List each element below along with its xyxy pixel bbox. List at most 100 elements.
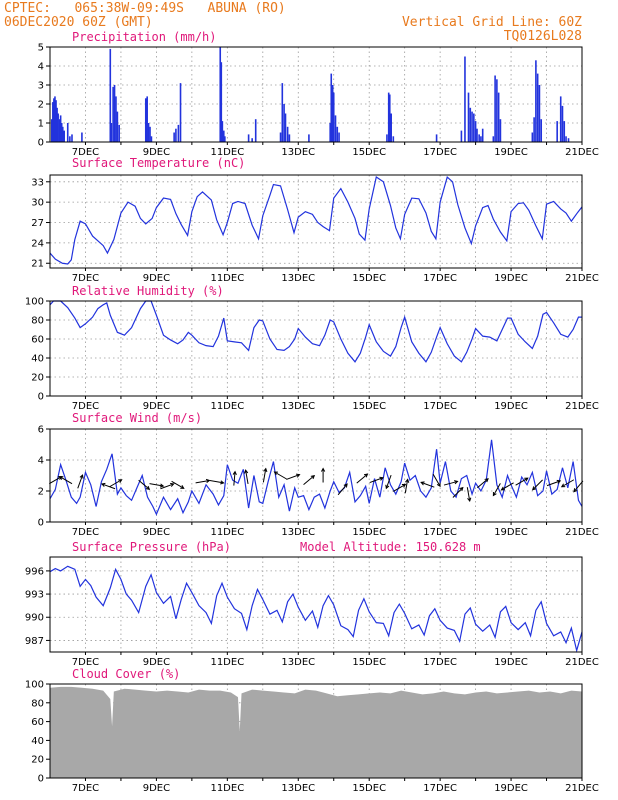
wind-arrow-head (180, 485, 185, 489)
x-tick-label: 11DEC (210, 783, 244, 794)
x-tick-label: 13DEC (281, 657, 315, 668)
wind-arrow-head (454, 480, 459, 485)
precip-bar (112, 86, 114, 142)
y-tick-label: 6 (38, 425, 44, 436)
wind-arrow-head (379, 476, 384, 481)
wind-arrow-head (263, 467, 268, 473)
x-tick-label: 9DEC (143, 527, 170, 538)
x-tick-label: 21DEC (565, 527, 599, 538)
wind-arrow (393, 483, 407, 492)
x-tick-label: 19DEC (494, 657, 528, 668)
wind-arrow-head (310, 474, 316, 480)
panel-precip: 0 1 2 3 4 5 7DEC 9DEC 11DEC 13DEC 15DEC 17DEC 19DEC 2… (38, 30, 599, 158)
precip-bar (173, 132, 175, 142)
y-tick-label: 27 (31, 218, 44, 229)
x-tick-label: 7DEC (72, 783, 99, 794)
wind-arrow-shaft (477, 478, 489, 489)
precip-bar (222, 130, 225, 142)
wind-arrow-head (560, 483, 566, 488)
panel-temp: 21 24 27 30 33 7DEC 9DEC 11DEC 13DEC 15DEC 17DEC 19… (31, 156, 599, 284)
y-tick-label: 33 (31, 177, 44, 188)
precip-bar (329, 123, 331, 142)
header-model-id: TQ0126L028 (504, 29, 582, 44)
rh-line (49, 300, 582, 363)
precip-bar (478, 134, 480, 142)
wind-arrow-head (363, 473, 369, 478)
wind-arrow-head (524, 477, 529, 482)
y-tick-label: 30 (31, 198, 44, 209)
x-tick-label: 17DEC (423, 657, 457, 668)
precip-bar (179, 83, 182, 142)
x-tick-label: 19DEC (494, 527, 528, 538)
wind-arrow-shaft (59, 476, 73, 485)
panel-pres: 987 990 993 996 7DEC 9DEC 11DEC 13DEC 15DEC 17DEC… (25, 540, 599, 668)
precip-bar (251, 138, 253, 142)
panel-frame (49, 46, 583, 143)
wind-arrow (320, 467, 326, 483)
wind-arrow-head (205, 478, 211, 484)
x-tick-label: 15DEC (352, 527, 386, 538)
x-tick-label: 9DEC (143, 147, 170, 158)
precip-bar (535, 60, 537, 142)
x-tick-label: 15DEC (352, 783, 386, 794)
wind-arrow-shaft (443, 480, 458, 486)
precip-bar (540, 119, 543, 142)
wind-arrow (420, 481, 435, 488)
wind-arrow-head (556, 479, 562, 484)
precip-bar (283, 104, 285, 142)
precip-bar (221, 121, 224, 142)
wind-arrow-head (484, 478, 489, 483)
precip-bar (467, 92, 470, 142)
precip-bar (147, 123, 150, 142)
x-tick-label: 17DEC (423, 147, 457, 158)
precip-bar (464, 56, 466, 142)
wind-arrow (244, 469, 249, 485)
wind-arrow-shaft (369, 477, 384, 484)
wind-arrow-head (343, 483, 348, 488)
precip-bar (476, 128, 478, 142)
precip-bar (469, 107, 472, 142)
x-tick-label: 7DEC (72, 657, 99, 668)
x-tick-label: 21DEC (565, 657, 599, 668)
precip-bar (284, 113, 287, 142)
wind-arrow-shaft (245, 470, 249, 485)
panel-title: Surface Temperature (nC) (72, 156, 245, 170)
precip-bar (81, 132, 83, 142)
precip-bar (56, 107, 58, 142)
panel-frame (49, 428, 583, 523)
precip-bar (54, 96, 56, 142)
precip-bar (254, 119, 257, 142)
wind-arrow-shaft (303, 475, 315, 486)
wind-arrow-shaft (420, 481, 435, 488)
wind-arrow-shaft (77, 474, 84, 489)
wind-arrow-head (459, 486, 464, 492)
x-tick-label: 11DEC (210, 527, 244, 538)
header-station: CPTEC: 065:38W-09:49S ABUNA (RO) (4, 1, 286, 16)
wind-arrow-head (420, 481, 425, 486)
wind-arrow-shaft (149, 483, 164, 487)
y-tick-label: 80 (31, 316, 44, 327)
wind-arrow-head (58, 476, 64, 480)
precip-bar (332, 92, 335, 142)
y-tick-label: 20 (31, 755, 44, 766)
precip-bar (149, 126, 151, 142)
wind-arrow-shaft (109, 479, 122, 488)
wind-arrow (232, 470, 237, 486)
wind-arrow (273, 471, 287, 480)
wind-arrow (452, 486, 464, 498)
x-tick-label: 13DEC (281, 527, 315, 538)
precip-bar (150, 136, 153, 142)
x-tick-label: 21DEC (565, 401, 599, 412)
wind-arrow-shaft (561, 479, 575, 488)
precip-bar (499, 119, 502, 142)
precip-bar (496, 79, 498, 142)
precip-bar (565, 136, 567, 142)
x-tick-label: 15DEC (352, 401, 386, 412)
wind-arrow (209, 479, 225, 485)
wind-arrow-shaft (171, 480, 184, 489)
panel-cloud: 0 20 40 60 80 100 7DEC 9DEC 11DEC 13DEC 15DEC 17DEC… (25, 667, 599, 794)
header-grid-note: Vertical Grid Line: 60Z (402, 15, 582, 30)
wind-arrow-shaft (393, 483, 406, 492)
y-tick-label: 60 (31, 335, 44, 346)
wind-arrow-head (385, 484, 390, 490)
